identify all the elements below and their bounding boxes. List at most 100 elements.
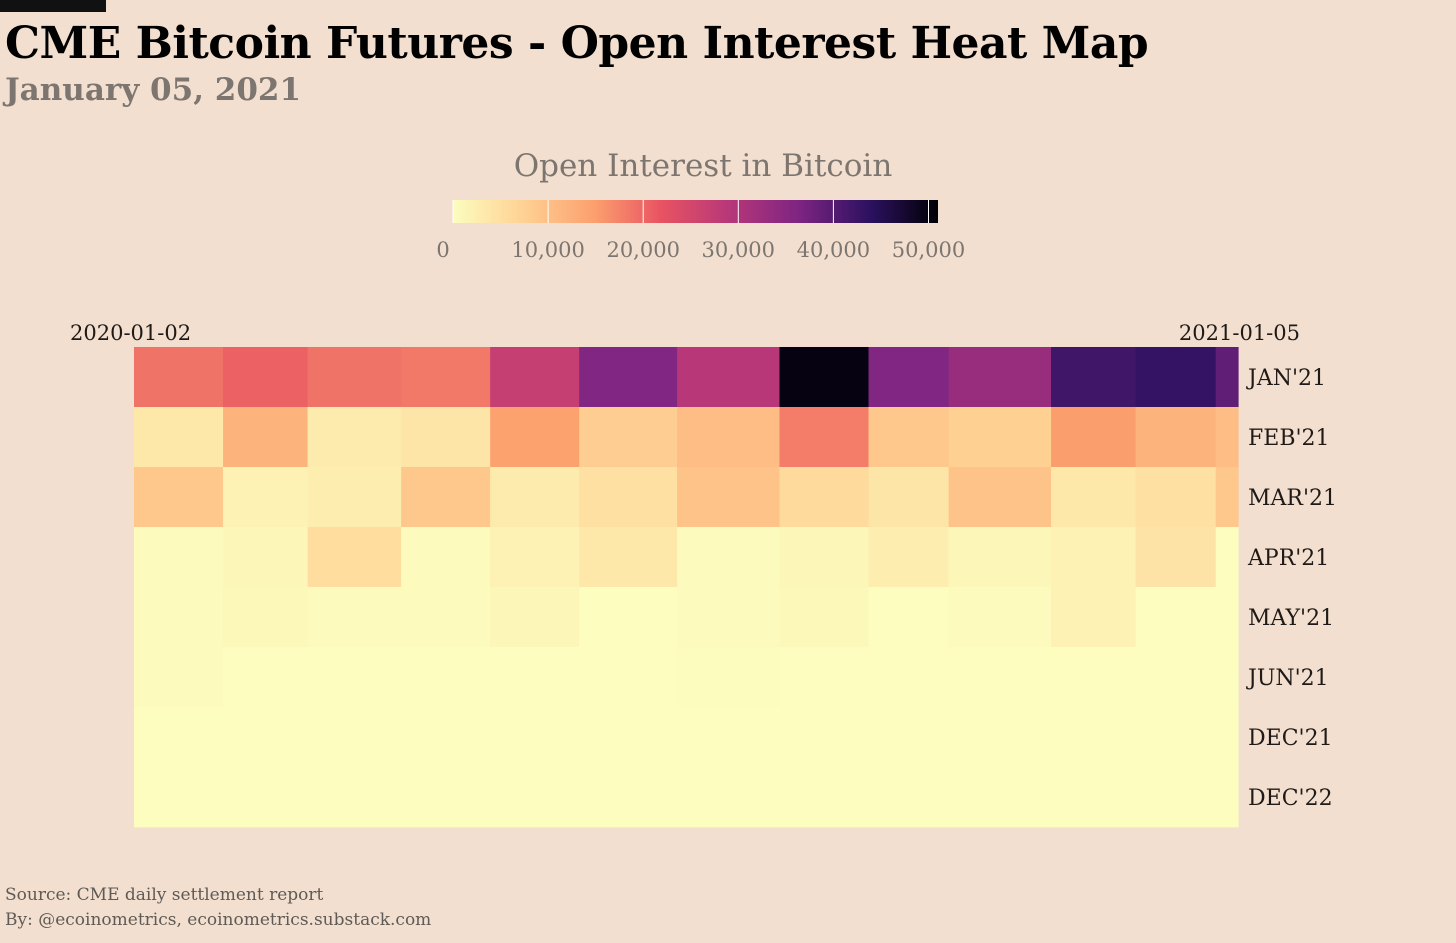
colorbar-tick-label: 10,000 — [511, 238, 584, 262]
heatmap-cell — [677, 767, 781, 828]
heatmap-cell — [779, 647, 870, 708]
row-labels: JAN'21 FEB'21 MAR'21 APR'21 MAY'21 JUN'21 DEC'… — [1246, 366, 1337, 811]
row-label: DEC'22 — [1248, 786, 1333, 811]
heatmap-cell — [579, 767, 678, 828]
heatmap-cell — [490, 707, 580, 768]
heatmap-cell — [401, 647, 491, 708]
heatmap-cell — [1051, 407, 1137, 468]
legend-title: Open Interest in Bitcoin — [513, 148, 893, 184]
heatmap-cell — [1215, 467, 1239, 528]
heatmap-cell — [401, 527, 491, 588]
heatmap-cell — [948, 767, 1052, 828]
heatmap-cell — [1051, 707, 1137, 768]
heatmap-cell — [868, 347, 950, 408]
colorbar-tick-label: 40,000 — [797, 238, 870, 262]
heatmap-cell — [134, 707, 224, 768]
heatmap-cell — [868, 587, 950, 648]
heatmap-cell — [677, 647, 781, 708]
heatmap-cell — [490, 467, 580, 528]
heatmap-cell — [223, 587, 309, 648]
heatmap-cell — [948, 707, 1052, 768]
title-accent-bar — [0, 0, 106, 12]
heatmap-cell — [1215, 407, 1239, 468]
heatmap-cell — [1135, 347, 1217, 408]
heatmap-cell — [1215, 347, 1239, 408]
heatmap-cell — [779, 527, 870, 588]
heatmap-cell — [579, 647, 678, 708]
heatmap-cell — [223, 647, 309, 708]
heatmap-cell — [223, 407, 309, 468]
heatmap-cell — [134, 407, 224, 468]
heatmap-cell — [401, 707, 491, 768]
heatmap-cell — [401, 467, 491, 528]
heatmap-cell — [677, 527, 781, 588]
heatmap-cell — [779, 707, 870, 768]
x-end-label: 2021-01-05 — [1179, 321, 1300, 345]
heatmap-cell — [1135, 767, 1217, 828]
heatmap-cell — [1051, 767, 1137, 828]
heatmap-cell — [1215, 767, 1239, 828]
x-start-label: 2020-01-02 — [70, 321, 191, 345]
page-title: CME Bitcoin Futures - Open Interest Heat… — [5, 18, 1149, 69]
heatmap-cell — [223, 347, 309, 408]
heatmap-cell — [1215, 647, 1239, 708]
heatmap-cell — [134, 527, 224, 588]
heatmap-cell — [868, 767, 950, 828]
heatmap-cell — [134, 467, 224, 528]
heatmap-cell — [223, 527, 309, 588]
heatmap-cell — [490, 527, 580, 588]
row-label: APR'21 — [1247, 546, 1329, 571]
row-label: MAR'21 — [1248, 486, 1337, 511]
heatmap-cells — [134, 347, 1239, 828]
heatmap-cell — [779, 587, 870, 648]
heatmap-cell — [677, 347, 781, 408]
heatmap-cell — [1051, 467, 1137, 528]
footer-source: Source: CME daily settlement report — [5, 885, 324, 905]
heatmap-cell — [134, 347, 224, 408]
heatmap-cell — [1135, 647, 1217, 708]
heatmap-cell — [868, 467, 950, 528]
heatmap-cell — [1135, 407, 1217, 468]
heatmap-cell — [490, 647, 580, 708]
heatmap-cell — [1135, 467, 1217, 528]
heatmap-cell — [401, 407, 491, 468]
heatmap-cell — [948, 587, 1052, 648]
heatmap-cell — [307, 467, 402, 528]
heatmap-cell — [868, 407, 950, 468]
heatmap-cell — [1135, 527, 1217, 588]
heatmap-cell — [948, 527, 1052, 588]
heatmap-cell — [223, 467, 309, 528]
heatmap-cell — [1051, 647, 1137, 708]
heatmap-cell — [1051, 347, 1137, 408]
heatmap-cell — [579, 407, 678, 468]
colorbar-tick-label: 50,000 — [892, 238, 965, 262]
heatmap-cell — [1215, 587, 1239, 648]
heatmap-cell — [868, 527, 950, 588]
heatmap-cell — [1135, 587, 1217, 648]
heatmap-cell — [1051, 587, 1137, 648]
heatmap-cell — [307, 707, 402, 768]
heatmap-cell — [579, 527, 678, 588]
heatmap-cell — [677, 467, 781, 528]
heatmap-cell — [677, 407, 781, 468]
heatmap-cell — [779, 407, 870, 468]
heatmap-cell — [868, 707, 950, 768]
heatmap-cell — [868, 647, 950, 708]
heatmap-cell — [677, 587, 781, 648]
heatmap-cell — [1215, 527, 1239, 588]
row-label: JAN'21 — [1246, 366, 1326, 391]
heatmap-cell — [134, 767, 224, 828]
heatmap-cell — [948, 647, 1052, 708]
heatmap-cell — [223, 707, 309, 768]
heatmap-cell — [948, 467, 1052, 528]
heatmap-cell — [307, 527, 402, 588]
heatmap-cell — [490, 767, 580, 828]
colorbar-ticks: 0 10,000 20,000 30,000 40,000 50,000 — [436, 200, 965, 262]
heatmap-cell — [1051, 527, 1137, 588]
heatmap-cell — [579, 707, 678, 768]
heatmap-cell — [401, 587, 491, 648]
heatmap-cell — [490, 407, 580, 468]
page-subtitle: January 05, 2021 — [5, 72, 302, 108]
heatmap-cell — [779, 347, 870, 408]
row-label: FEB'21 — [1248, 426, 1330, 451]
